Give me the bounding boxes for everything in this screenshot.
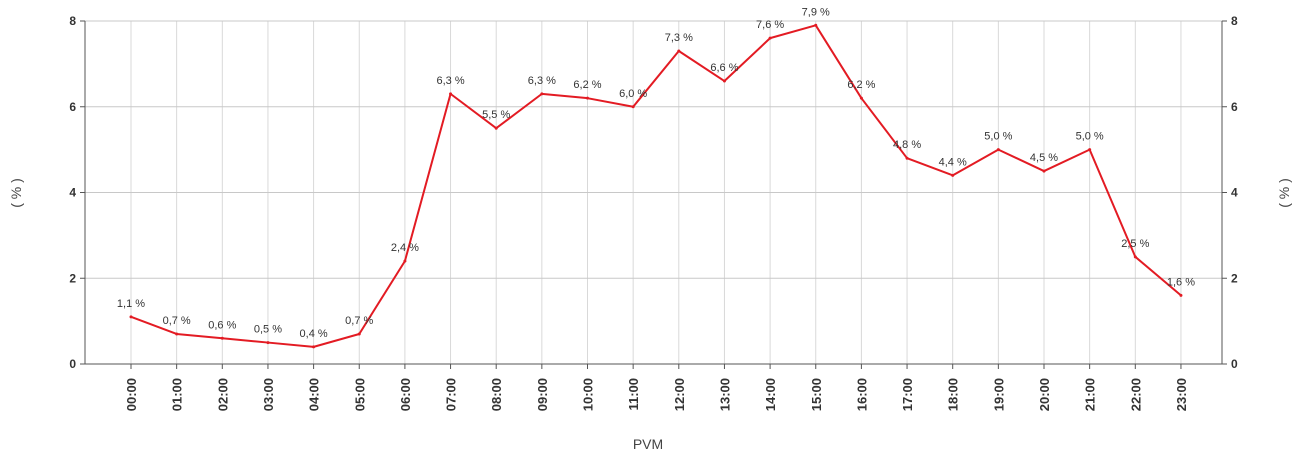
y-left-tick-label: 2 (69, 271, 76, 285)
y-axis-right-ticks: 0 2 4 6 8 (1231, 14, 1238, 371)
data-label: 0,7 % (163, 315, 191, 327)
data-point (129, 315, 133, 319)
data-label: 6,6 % (710, 62, 738, 74)
data-label: 6,3 % (436, 75, 464, 87)
data-point (494, 126, 498, 130)
data-label: 5,0 % (984, 131, 1012, 143)
y-right-tick-label: 0 (1231, 357, 1238, 371)
series-layer (129, 23, 1183, 349)
data-label: 4,8 % (893, 139, 921, 151)
data-point (996, 148, 1000, 152)
data-point (1133, 255, 1137, 259)
y-right-tick-label: 4 (1231, 186, 1238, 200)
x-tick-label: 16:00 (854, 378, 869, 411)
x-tick-label: 02:00 (215, 378, 230, 411)
data-label: 6,2 % (847, 79, 875, 91)
x-tick-label: 04:00 (307, 378, 322, 411)
y-left-tick-label: 0 (69, 357, 76, 371)
y-right-tick-label: 2 (1231, 271, 1238, 285)
y-left-tick-label: 6 (69, 100, 76, 114)
x-tick-label: 19:00 (991, 378, 1006, 411)
data-label: 7,6 % (756, 19, 784, 31)
data-point (266, 341, 270, 345)
data-point (586, 96, 589, 100)
data-point (449, 92, 453, 96)
x-tick-label: 00:00 (124, 378, 139, 411)
x-tick-label: 14:00 (763, 378, 778, 411)
data-label: 7,9 % (802, 6, 830, 18)
data-label: 6,0 % (619, 88, 647, 100)
series-line (130, 24, 1182, 348)
data-label: 4,5 % (1030, 152, 1058, 164)
data-labels: 1,1 % 0,7 % 0,6 % 0,5 % 0,4 % 0,7 % 2,4 % 6,3 %… (117, 6, 1195, 340)
x-axis-ticks: 00:00 01:00 02:00 03:00 04:00 05:00 06:00 07:00… (124, 378, 1189, 411)
data-point (905, 156, 909, 160)
x-tick-label: 18:00 (946, 378, 961, 411)
y-axis-left-title: ( % ) (8, 178, 24, 208)
data-label: 1,1 % (117, 298, 145, 310)
data-point (220, 336, 224, 340)
x-tick-label: 05:00 (352, 378, 367, 411)
data-point (859, 96, 863, 100)
y-right-tick-label: 8 (1231, 14, 1238, 28)
data-label: 7,3 % (665, 32, 693, 44)
data-point (814, 23, 818, 27)
x-tick-label: 22:00 (1128, 378, 1143, 411)
y-left-tick-label: 4 (69, 186, 76, 200)
x-axis-title: PVM (633, 436, 663, 452)
x-tick-label: 21:00 (1083, 378, 1098, 411)
data-point (768, 36, 772, 40)
x-tick-label: 01:00 (170, 378, 185, 411)
data-point (1042, 169, 1046, 173)
data-point (951, 173, 955, 177)
y-axis-right-title: ( % ) (1276, 178, 1292, 208)
x-tick-label: 10:00 (581, 378, 596, 411)
x-tick-label: 23:00 (1174, 378, 1189, 411)
y-right-tick-label: 6 (1231, 100, 1238, 114)
x-tick-label: 20:00 (1037, 378, 1052, 411)
data-point (631, 105, 635, 109)
y-axis-left-ticks: 0 2 4 6 8 (69, 14, 76, 371)
y-left-tick-label: 8 (69, 14, 76, 28)
data-label: 5,5 % (482, 109, 510, 121)
data-label: 0,4 % (300, 328, 328, 340)
data-label: 0,5 % (254, 324, 282, 336)
data-label: 4,4 % (939, 156, 967, 168)
x-tick-label: 15:00 (809, 378, 824, 411)
data-point (357, 332, 361, 336)
data-label: 6,2 % (573, 79, 601, 91)
x-tick-label: 17:00 (900, 378, 915, 411)
data-label: 0,6 % (208, 319, 236, 331)
data-label: 6,3 % (528, 75, 556, 87)
x-tick-label: 09:00 (535, 378, 550, 411)
x-tick-label: 07:00 (444, 378, 459, 411)
data-label: 2,4 % (391, 242, 419, 254)
x-tick-label: 13:00 (717, 378, 732, 411)
data-point (1088, 148, 1092, 152)
data-label: 1,6 % (1167, 276, 1195, 288)
data-point (677, 49, 681, 53)
grid-lines (85, 20, 1222, 365)
data-label: 0,7 % (345, 315, 373, 327)
data-point (175, 332, 179, 336)
data-label: 2,5 % (1121, 238, 1149, 250)
x-tick-label: 08:00 (489, 378, 504, 411)
data-point (1179, 293, 1183, 297)
data-label: 5,0 % (1076, 131, 1104, 143)
data-point (722, 79, 726, 83)
x-tick-label: 06:00 (398, 378, 413, 411)
x-tick-label: 11:00 (626, 378, 641, 411)
axes (80, 20, 1227, 369)
x-tick-label: 12:00 (672, 378, 687, 411)
data-point (403, 259, 407, 263)
x-tick-label: 03:00 (261, 378, 276, 411)
data-point (312, 345, 316, 349)
data-point (540, 92, 544, 96)
